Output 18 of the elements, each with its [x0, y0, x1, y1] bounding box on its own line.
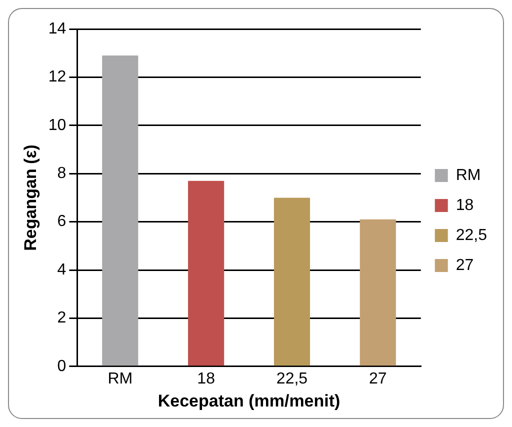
x-tick-label: RM — [108, 370, 133, 388]
legend-label: 27 — [456, 256, 474, 274]
legend-label: 22,5 — [456, 226, 488, 244]
y-tick-label: 10 — [48, 116, 66, 134]
y-axis-title: Regangan (ε) — [20, 144, 40, 251]
x-axis-title: Kecepatan (mm/menit) — [158, 391, 340, 410]
x-tick-label: 27 — [369, 370, 387, 388]
legend-label: 18 — [456, 196, 474, 214]
y-tick-label: 14 — [48, 20, 66, 38]
y-tick-label: 12 — [48, 68, 66, 86]
x-tick-label: 18 — [197, 370, 216, 388]
y-tick-label: 0 — [57, 358, 66, 375]
x-tick-label: 22,5 — [276, 370, 308, 388]
legend-label: RM — [456, 166, 481, 184]
y-tick-label: 6 — [57, 213, 66, 230]
y-tick-label: 2 — [57, 310, 66, 327]
y-tick-label: 4 — [57, 261, 66, 278]
y-tick-label: 8 — [57, 165, 66, 182]
